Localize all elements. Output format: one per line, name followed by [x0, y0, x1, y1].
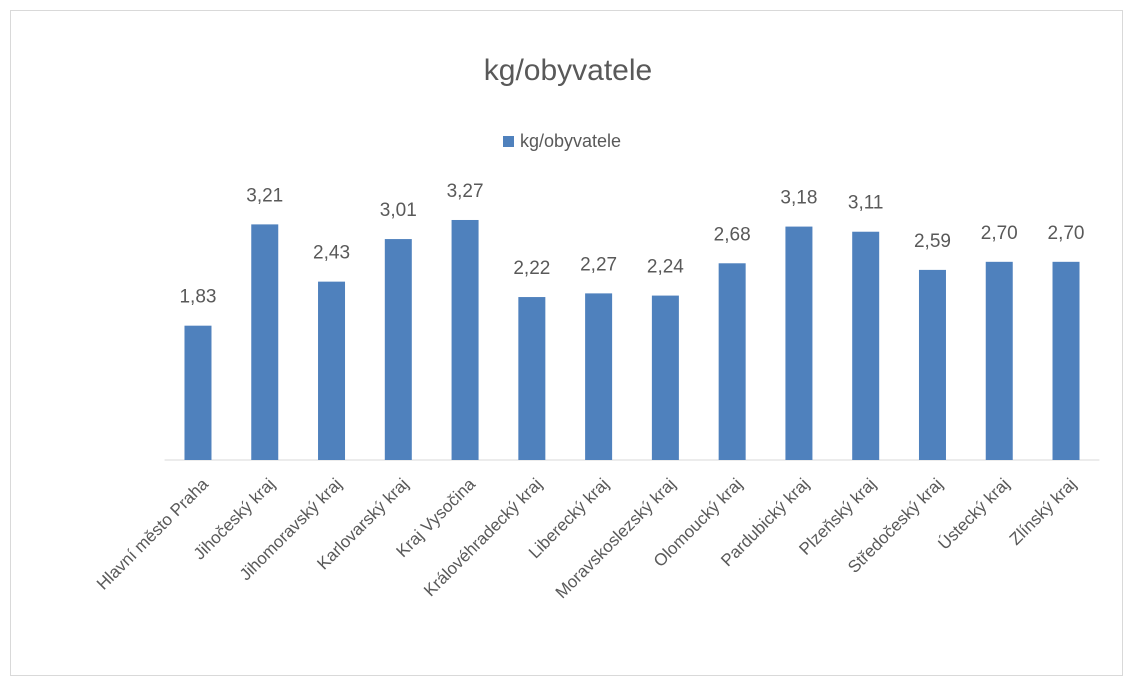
bar: [318, 281, 346, 460]
value-label: 2,68: [714, 224, 751, 245]
value-label: 3,01: [380, 200, 417, 221]
value-label: 2,43: [313, 243, 350, 264]
bar: [918, 269, 946, 460]
value-label: 3,11: [848, 193, 884, 214]
x-tick-label: Moravskoslezský kraj: [552, 475, 680, 603]
legend-swatch: [503, 136, 514, 147]
value-label: 3,18: [780, 188, 817, 209]
bar: [718, 263, 746, 460]
bar: [451, 219, 479, 460]
legend-label: kg/obyvatele: [520, 131, 621, 151]
bar: [651, 295, 679, 460]
bar: [184, 325, 212, 460]
bar: [1052, 261, 1080, 460]
chart-frame: [10, 10, 1123, 676]
bar: [852, 231, 880, 460]
bar: [785, 226, 813, 460]
value-label: 1,83: [179, 287, 216, 308]
value-label: 2,59: [914, 231, 951, 252]
bar: [384, 239, 412, 460]
value-label: 2,70: [981, 223, 1018, 244]
bar: [518, 297, 546, 460]
value-label: 3,21: [246, 185, 283, 206]
value-label: 2,70: [1048, 223, 1085, 244]
value-label: 2,22: [513, 258, 550, 279]
bar: [585, 293, 613, 460]
value-label: 2,27: [580, 254, 617, 275]
value-label: 3,27: [447, 181, 484, 202]
x-tick-label: Hlavní město Praha: [93, 474, 212, 593]
chart-title: kg/obyvatele: [484, 54, 652, 87]
value-label: 2,24: [647, 257, 684, 278]
bar: [251, 224, 279, 460]
x-tick-label: Zlínský kraj: [1006, 475, 1080, 549]
x-tick-label: Ústecký kraj: [934, 475, 1013, 554]
x-tick-label: Královéhradecký kraj: [420, 475, 546, 601]
bar: [985, 261, 1013, 460]
